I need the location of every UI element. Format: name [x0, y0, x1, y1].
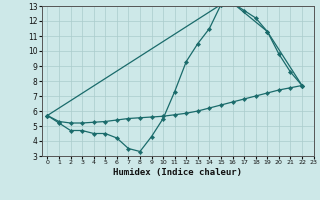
X-axis label: Humidex (Indice chaleur): Humidex (Indice chaleur): [113, 168, 242, 177]
